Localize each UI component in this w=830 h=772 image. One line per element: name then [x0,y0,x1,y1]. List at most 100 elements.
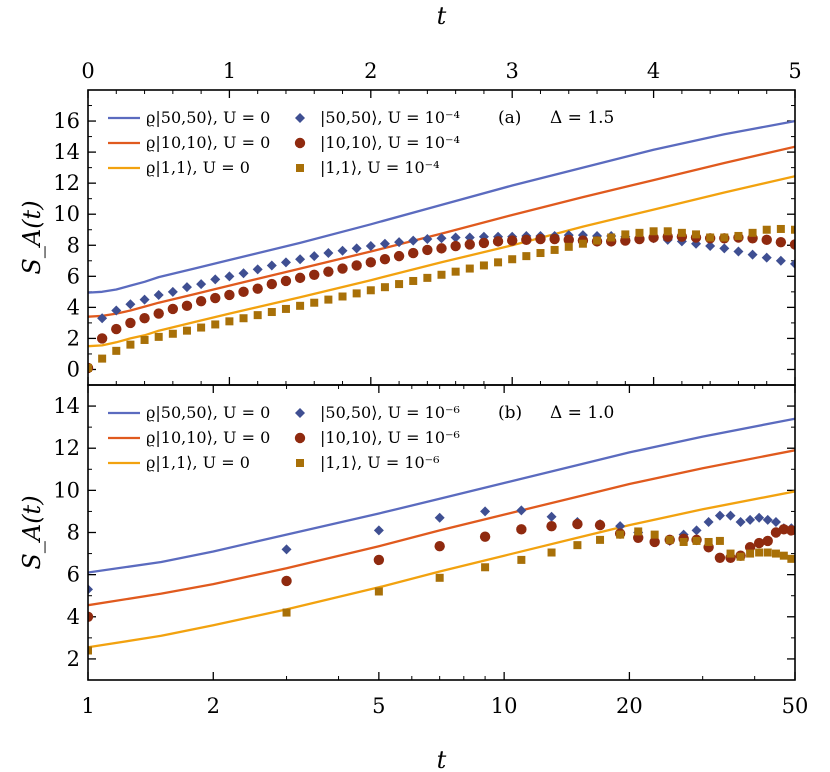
data-point [408,235,419,246]
data-point [481,563,490,572]
series-line-2 [88,175,795,348]
parameter-label: Δ = 1.0 [550,403,614,423]
data-point [380,283,389,292]
data-point [409,276,418,285]
data-point [324,295,333,304]
legend: ϱ|50,50⟩, U = 0 ϱ|10,10⟩, U = 0 ϱ|1,1⟩, U … [108,108,614,177]
data-point [546,520,557,532]
data-point [434,540,445,552]
data-point [779,551,788,560]
data-point [616,530,625,539]
data-point [762,514,773,525]
data-point [747,249,758,260]
data-point [252,264,263,275]
legend-marker-swatch [296,459,304,467]
x-tick-label: 3 [506,59,519,83]
data-point [125,317,136,329]
data-point [634,527,643,536]
data-point [238,286,249,298]
data-point [635,228,644,237]
x-tick-label: 1 [81,694,94,718]
data-point [111,323,122,335]
data-point [434,512,445,523]
data-point [422,234,433,245]
data-point [337,245,348,256]
data-point [516,505,527,516]
data-point [374,587,383,596]
data-point [596,535,605,544]
data-point [535,233,546,245]
data-point [593,236,602,245]
data-point [408,247,419,259]
data-point [281,544,292,555]
x-axis-title: t [437,2,447,30]
data-point [494,258,503,267]
data-point [436,243,447,254]
data-point [754,512,765,523]
data-point [422,244,433,256]
data-point [734,231,743,240]
legend-label: ϱ|1,1⟩, U = 0 [146,453,250,472]
data-point [786,525,795,536]
data-point [761,252,772,263]
data-point [338,292,347,301]
legend-label: |1,1⟩, U = 10⁻⁴ [320,158,440,177]
data-point [573,541,582,550]
data-point [88,646,92,655]
data-point [703,516,714,527]
data-point [211,320,220,329]
series-line-2 [88,490,795,649]
data-point [309,251,320,262]
data-point [465,264,474,273]
y-tick-label: 12 [53,171,80,195]
data-point [770,516,781,527]
data-point [111,305,122,316]
data-point [365,241,376,252]
data-point [139,294,150,305]
data-point [492,236,504,247]
x-tick-label: 2 [207,694,220,718]
data-point [238,268,249,279]
data-point [679,537,688,546]
data-point [735,516,746,527]
data-point [720,233,729,242]
data-point [564,242,573,251]
data-point [224,289,235,301]
data-point [294,272,306,284]
data-point [366,286,375,295]
data-point [791,225,795,234]
data-point [181,282,192,293]
data-point [153,308,164,319]
data-point [726,549,735,558]
series-line-0 [88,417,795,574]
data-point [480,506,491,517]
data-point [649,536,660,548]
data-point [705,241,716,252]
data-point [650,530,659,539]
data-point [88,363,92,372]
data-point [714,552,726,563]
y-tick-label: 4 [67,295,80,319]
data-point [252,283,263,294]
legend-label: |50,50⟩, U = 10⁻⁶ [320,403,460,422]
data-point [507,235,518,246]
data-point [88,611,94,622]
data-point [210,292,221,304]
x-tick-label: 20 [616,694,643,718]
y-axis-title: S_A(t) [18,200,46,274]
y-tick-label: 2 [67,326,80,350]
data-point [763,548,772,557]
x-tick-label: 50 [782,694,809,718]
data-point [572,518,583,530]
data-point [522,252,531,261]
data-point [771,549,780,558]
data-point [393,250,405,262]
data-point [536,249,545,258]
data-point [435,573,444,582]
y-tick-label: 14 [53,140,80,164]
data-point [546,511,557,522]
data-point [373,525,384,536]
legend: ϱ|50,50⟩, U = 0 ϱ|10,10⟩, U = 0 ϱ|1,1⟩, U … [108,403,614,472]
